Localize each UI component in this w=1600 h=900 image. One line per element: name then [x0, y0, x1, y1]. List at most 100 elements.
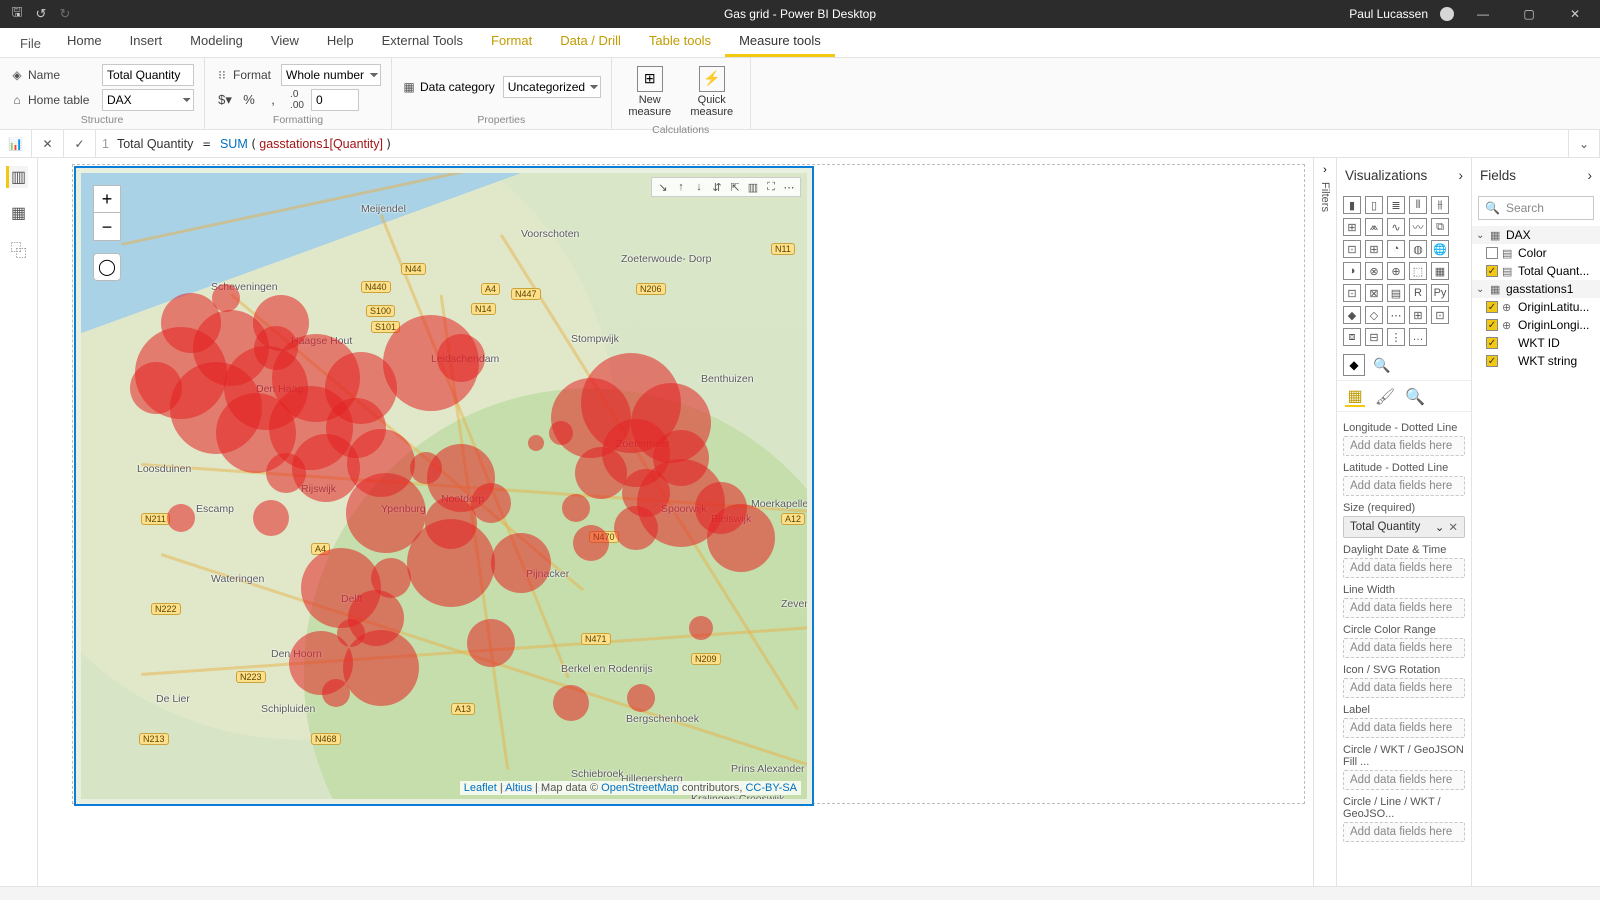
viz-type-31[interactable]: ⊟: [1365, 328, 1383, 346]
viz-type-27[interactable]: ⋯: [1387, 306, 1405, 324]
viz-type-26[interactable]: ◇: [1365, 306, 1383, 324]
viz-type-29[interactable]: ⊡: [1431, 306, 1449, 324]
expand-formula-button[interactable]: ⌄: [1568, 130, 1600, 158]
map-bubble[interactable]: [575, 447, 627, 499]
format-select[interactable]: Whole number: [281, 64, 381, 86]
tab-view[interactable]: View: [257, 27, 313, 57]
map-bubble[interactable]: [253, 500, 289, 536]
viz-type-16[interactable]: ⊗: [1365, 262, 1383, 280]
currency-button[interactable]: $▾: [215, 89, 235, 111]
get-visuals-icon[interactable]: 🔍: [1371, 354, 1393, 376]
map-bubble[interactable]: [467, 619, 515, 667]
map-bubble[interactable]: [707, 504, 775, 572]
viz-type-20[interactable]: ⊡: [1343, 284, 1361, 302]
collapse-fields-icon[interactable]: ›: [1588, 168, 1593, 183]
map-bubble[interactable]: [471, 483, 511, 523]
viz-type-18[interactable]: ⬚: [1409, 262, 1427, 280]
field-well[interactable]: Add data fields here: [1343, 770, 1465, 790]
save-icon[interactable]: 🖫: [10, 7, 24, 21]
viz-type-8[interactable]: 〰: [1409, 218, 1427, 236]
file-menu[interactable]: File: [8, 30, 53, 57]
thousands-button[interactable]: ,: [263, 89, 283, 111]
data-view-button[interactable]: ▦: [8, 202, 30, 224]
viz-type-2[interactable]: ≣: [1387, 196, 1405, 214]
viz-type-7[interactable]: ∿: [1387, 218, 1405, 236]
viz-type-10[interactable]: ⊡: [1343, 240, 1361, 258]
field-WKT ID[interactable]: ✓WKT ID: [1472, 334, 1600, 352]
viz-type-5[interactable]: ⊞: [1343, 218, 1361, 236]
tab-table-tools[interactable]: Table tools: [635, 27, 725, 57]
cancel-formula-button[interactable]: ✕: [32, 130, 64, 158]
field-OriginLongi...[interactable]: ✓⊕OriginLongi...: [1472, 316, 1600, 334]
tab-insert[interactable]: Insert: [116, 27, 177, 57]
viz-type-19[interactable]: ▦: [1431, 262, 1449, 280]
maximize-button[interactable]: ▢: [1512, 0, 1546, 28]
decimals-input[interactable]: [311, 89, 359, 111]
zoom-in-button[interactable]: +: [93, 185, 121, 213]
avatar[interactable]: [1440, 7, 1454, 21]
visual-header-btn-2[interactable]: ↓: [692, 180, 706, 194]
field-Total Quant...[interactable]: ✓▤Total Quant...: [1472, 262, 1600, 280]
expand-filters-icon[interactable]: ›: [1323, 164, 1327, 176]
viz-type-13[interactable]: ◍: [1409, 240, 1427, 258]
field-well[interactable]: Total Quantity⌄✕: [1343, 516, 1465, 538]
format-tab[interactable]: 🖌: [1375, 387, 1395, 407]
new-measure-button[interactable]: ⊞ New measure: [622, 62, 678, 122]
viz-type-4[interactable]: ⫵: [1431, 196, 1449, 214]
tab-modeling[interactable]: Modeling: [176, 27, 257, 57]
map-bubble[interactable]: [130, 362, 182, 414]
field-well[interactable]: Add data fields here: [1343, 598, 1465, 618]
field-well[interactable]: Add data fields here: [1343, 678, 1465, 698]
tab-external-tools[interactable]: External Tools: [368, 27, 477, 57]
table-DAX[interactable]: ⌄▦DAX: [1472, 226, 1600, 244]
formula-input[interactable]: 1 Total Quantity = SUM(gasstations1[Quan…: [96, 136, 1568, 151]
map-bubble[interactable]: [689, 616, 713, 640]
table-gasstations1[interactable]: ⌄▦gasstations1: [1472, 280, 1600, 298]
redo-icon[interactable]: ↻: [58, 7, 72, 21]
map-viewport[interactable]: MeijendelVoorschotenZoeterwoude- DorpSto…: [81, 173, 807, 799]
visual-header-btn-7[interactable]: ⋯: [782, 180, 796, 194]
viz-type-28[interactable]: ⊞: [1409, 306, 1427, 324]
percent-button[interactable]: %: [239, 89, 259, 111]
data-category-select[interactable]: Uncategorized: [503, 76, 601, 98]
viz-type-1[interactable]: ▯: [1365, 196, 1383, 214]
report-view-button[interactable]: ▥: [6, 166, 28, 188]
field-WKT string[interactable]: ✓WKT string: [1472, 352, 1600, 370]
field-well[interactable]: Add data fields here: [1343, 822, 1465, 842]
map-bubble[interactable]: [528, 435, 544, 451]
map-bubble[interactable]: [562, 494, 590, 522]
report-canvas[interactable]: MeijendelVoorschotenZoeterwoude- DorpSto…: [38, 158, 1313, 886]
fields-search[interactable]: 🔍 Search: [1478, 196, 1594, 220]
field-well[interactable]: Add data fields here: [1343, 718, 1465, 738]
map-bubble[interactable]: [553, 685, 589, 721]
field-well[interactable]: Add data fields here: [1343, 638, 1465, 658]
map-bubble[interactable]: [343, 630, 419, 706]
viz-type-14[interactable]: 🌐: [1431, 240, 1449, 258]
viz-type-32[interactable]: ⋮: [1387, 328, 1405, 346]
zoom-out-button[interactable]: −: [93, 213, 121, 241]
viz-type-30[interactable]: ⧈: [1343, 328, 1361, 346]
field-OriginLatitu...[interactable]: ✓⊕OriginLatitu...: [1472, 298, 1600, 316]
viz-type-23[interactable]: R: [1409, 284, 1427, 302]
undo-icon[interactable]: ↺: [34, 7, 48, 21]
viz-type-21[interactable]: ⊠: [1365, 284, 1383, 302]
map-bubble[interactable]: [627, 684, 655, 712]
field-well[interactable]: Add data fields here: [1343, 558, 1465, 578]
measure-name-input[interactable]: [102, 64, 194, 86]
map-bubble[interactable]: [614, 506, 658, 550]
analytics-tab[interactable]: 🔍: [1405, 387, 1425, 407]
viz-type-0[interactable]: ▮: [1343, 196, 1361, 214]
tab-home[interactable]: Home: [53, 27, 116, 57]
visual-header-btn-4[interactable]: ⇱: [728, 180, 742, 194]
cc-link[interactable]: CC-BY-SA: [745, 782, 797, 794]
altius-link[interactable]: Altius: [505, 782, 532, 794]
viz-type-22[interactable]: ▤: [1387, 284, 1405, 302]
visual-header-btn-0[interactable]: ↘: [656, 180, 670, 194]
tab-format[interactable]: Format: [477, 27, 546, 57]
visual-header-btn-5[interactable]: ▥: [746, 180, 760, 194]
visual-header-btn-6[interactable]: ⛶: [764, 180, 778, 194]
leaflet-link[interactable]: Leaflet: [464, 782, 497, 794]
map-bubble[interactable]: [212, 284, 240, 312]
map-bubble[interactable]: [437, 334, 485, 382]
model-view-button[interactable]: ⿻: [8, 238, 30, 260]
